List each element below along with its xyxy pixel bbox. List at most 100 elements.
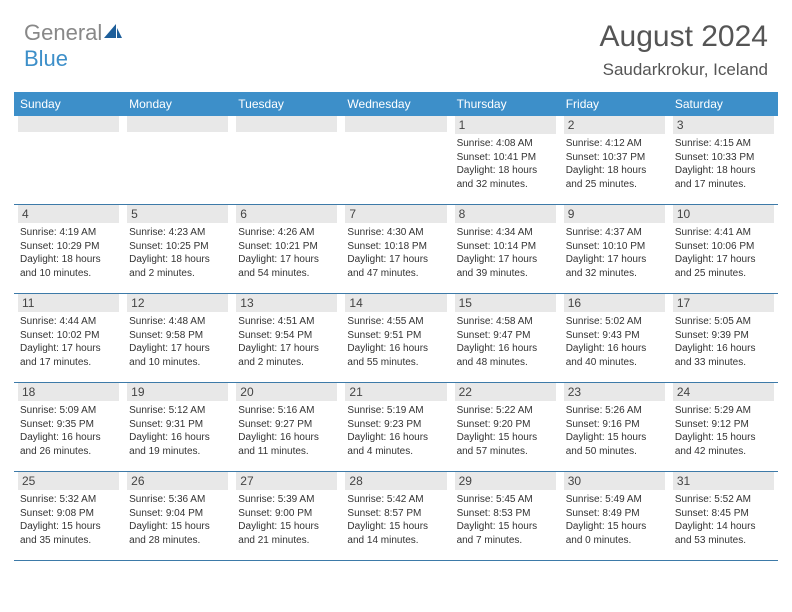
day-details: Sunrise: 5:05 AMSunset: 9:39 PMDaylight:…	[673, 315, 774, 369]
day-number: 2	[564, 116, 665, 134]
day-details: Sunrise: 5:49 AMSunset: 8:49 PMDaylight:…	[564, 493, 665, 547]
sunrise-text: Sunrise: 4:08 AM	[457, 137, 554, 151]
day-details: Sunrise: 4:41 AMSunset: 10:06 PMDaylight…	[673, 226, 774, 280]
day-number: 15	[455, 294, 556, 312]
daylight-text: Daylight: 15 hours and 50 minutes.	[566, 431, 663, 458]
day-cell: 7Sunrise: 4:30 AMSunset: 10:18 PMDayligh…	[341, 205, 450, 293]
dow-cell: Thursday	[451, 92, 560, 116]
day-number: 8	[455, 205, 556, 223]
daylight-text: Daylight: 18 hours and 2 minutes.	[129, 253, 226, 280]
day-number: 21	[345, 383, 446, 401]
daylight-text: Daylight: 17 hours and 39 minutes.	[457, 253, 554, 280]
calendar: SundayMondayTuesdayWednesdayThursdayFrid…	[0, 92, 792, 575]
sunrise-text: Sunrise: 5:19 AM	[347, 404, 444, 418]
logo-text-general: General	[24, 20, 102, 45]
day-cell: 31 Sunrise: 5:52 AMSunset: 8:45 PMDayligh…	[669, 472, 778, 560]
day-number: 26	[127, 472, 228, 490]
week-row: 11Sunrise: 4:44 AMSunset: 10:02 PMDaylig…	[14, 294, 778, 383]
sunrise-text: Sunrise: 4:12 AM	[566, 137, 663, 151]
title-block: August 2024 Saudarkrokur, Iceland	[600, 20, 768, 80]
daylight-text: Daylight: 17 hours and 10 minutes.	[129, 342, 226, 369]
sunset-text: Sunset: 10:41 PM	[457, 151, 554, 165]
daylight-text: Daylight: 16 hours and 48 minutes.	[457, 342, 554, 369]
dow-cell: Friday	[560, 92, 669, 116]
sunset-text: Sunset: 10:33 PM	[675, 151, 772, 165]
day-cell: 6Sunrise: 4:26 AMSunset: 10:21 PMDayligh…	[232, 205, 341, 293]
day-cell: 12Sunrise: 4:48 AMSunset: 9:58 PMDayligh…	[123, 294, 232, 382]
sunrise-text: Sunrise: 5:16 AM	[238, 404, 335, 418]
day-details: Sunrise: 5:22 AMSunset: 9:20 PMDaylight:…	[455, 404, 556, 458]
sunset-text: Sunset: 10:21 PM	[238, 240, 335, 254]
daylight-text: Daylight: 16 hours and 40 minutes.	[566, 342, 663, 369]
daylight-text: Daylight: 16 hours and 19 minutes.	[129, 431, 226, 458]
sunset-text: Sunset: 8:57 PM	[347, 507, 444, 521]
day-number: 22	[455, 383, 556, 401]
sunrise-text: Sunrise: 5:49 AM	[566, 493, 663, 507]
sunrise-text: Sunrise: 5:32 AM	[20, 493, 117, 507]
day-number	[127, 116, 228, 132]
daylight-text: Daylight: 17 hours and 32 minutes.	[566, 253, 663, 280]
logo-text: General Blue	[24, 20, 124, 72]
dow-cell: Sunday	[14, 92, 123, 116]
day-details: Sunrise: 4:23 AMSunset: 10:25 PMDaylight…	[127, 226, 228, 280]
sunset-text: Sunset: 9:04 PM	[129, 507, 226, 521]
day-details: Sunrise: 4:48 AMSunset: 9:58 PMDaylight:…	[127, 315, 228, 369]
logo-text-blue: Blue	[24, 46, 68, 71]
sunrise-text: Sunrise: 5:45 AM	[457, 493, 554, 507]
day-number	[345, 116, 446, 132]
day-cell: 10Sunrise: 4:41 AMSunset: 10:06 PMDaylig…	[669, 205, 778, 293]
daylight-text: Daylight: 18 hours and 10 minutes.	[20, 253, 117, 280]
daylight-text: Daylight: 18 hours and 25 minutes.	[566, 164, 663, 191]
day-number: 4	[18, 205, 119, 223]
day-cell: 9 Sunrise: 4:37 AMSunset: 10:10 PMDayligh…	[560, 205, 669, 293]
day-cell: 1Sunrise: 4:08 AMSunset: 10:41 PMDayligh…	[451, 116, 560, 204]
day-details: Sunrise: 5:02 AMSunset: 9:43 PMDaylight:…	[564, 315, 665, 369]
sunrise-text: Sunrise: 5:42 AM	[347, 493, 444, 507]
day-details: Sunrise: 5:39 AMSunset: 9:00 PMDaylight:…	[236, 493, 337, 547]
day-number: 11	[18, 294, 119, 312]
day-number: 5	[127, 205, 228, 223]
sunrise-text: Sunrise: 4:37 AM	[566, 226, 663, 240]
daylight-text: Daylight: 17 hours and 2 minutes.	[238, 342, 335, 369]
dow-cell: Monday	[123, 92, 232, 116]
day-cell: 27Sunrise: 5:39 AMSunset: 9:00 PMDayligh…	[232, 472, 341, 560]
sunset-text: Sunset: 8:49 PM	[566, 507, 663, 521]
week-row: 1Sunrise: 4:08 AMSunset: 10:41 PMDayligh…	[14, 116, 778, 205]
sunset-text: Sunset: 9:16 PM	[566, 418, 663, 432]
day-details: Sunrise: 5:52 AMSunset: 8:45 PMDaylight:…	[673, 493, 774, 547]
day-number: 9	[564, 205, 665, 223]
dow-cell: Saturday	[669, 92, 778, 116]
day-details: Sunrise: 4:26 AMSunset: 10:21 PMDaylight…	[236, 226, 337, 280]
day-cell: 25Sunrise: 5:32 AMSunset: 9:08 PMDayligh…	[14, 472, 123, 560]
day-details: Sunrise: 4:34 AMSunset: 10:14 PMDaylight…	[455, 226, 556, 280]
location-label: Saudarkrokur, Iceland	[600, 60, 768, 80]
day-cell: 22 Sunrise: 5:22 AMSunset: 9:20 PMDayligh…	[451, 383, 560, 471]
day-cell: 11Sunrise: 4:44 AMSunset: 10:02 PMDaylig…	[14, 294, 123, 382]
daylight-text: Daylight: 15 hours and 7 minutes.	[457, 520, 554, 547]
day-cell: 15Sunrise: 4:58 AMSunset: 9:47 PMDayligh…	[451, 294, 560, 382]
sunset-text: Sunset: 10:25 PM	[129, 240, 226, 254]
day-cell: 16Sunrise: 5:02 AMSunset: 9:43 PMDayligh…	[560, 294, 669, 382]
daylight-text: Daylight: 16 hours and 55 minutes.	[347, 342, 444, 369]
daylight-text: Daylight: 15 hours and 21 minutes.	[238, 520, 335, 547]
day-details: Sunrise: 5:12 AMSunset: 9:31 PMDaylight:…	[127, 404, 228, 458]
day-number: 24	[673, 383, 774, 401]
day-cell: 23Sunrise: 5:26 AMSunset: 9:16 PMDayligh…	[560, 383, 669, 471]
sunrise-text: Sunrise: 4:19 AM	[20, 226, 117, 240]
daylight-text: Daylight: 16 hours and 33 minutes.	[675, 342, 772, 369]
day-cell: 18Sunrise: 5:09 AMSunset: 9:35 PMDayligh…	[14, 383, 123, 471]
day-cell: 26 Sunrise: 5:36 AMSunset: 9:04 PMDayligh…	[123, 472, 232, 560]
day-details: Sunrise: 5:36 AMSunset: 9:04 PMDaylight:…	[127, 493, 228, 547]
sunset-text: Sunset: 9:31 PM	[129, 418, 226, 432]
day-number: 31	[673, 472, 774, 490]
day-cell: 24Sunrise: 5:29 AMSunset: 9:12 PMDayligh…	[669, 383, 778, 471]
sunrise-text: Sunrise: 4:55 AM	[347, 315, 444, 329]
day-number: 29	[455, 472, 556, 490]
sunrise-text: Sunrise: 5:26 AM	[566, 404, 663, 418]
day-number: 19	[127, 383, 228, 401]
weeks-container: 1Sunrise: 4:08 AMSunset: 10:41 PMDayligh…	[14, 116, 778, 561]
sunset-text: Sunset: 10:10 PM	[566, 240, 663, 254]
day-number: 7	[345, 205, 446, 223]
dow-cell: Tuesday	[232, 92, 341, 116]
day-cell	[232, 116, 341, 204]
